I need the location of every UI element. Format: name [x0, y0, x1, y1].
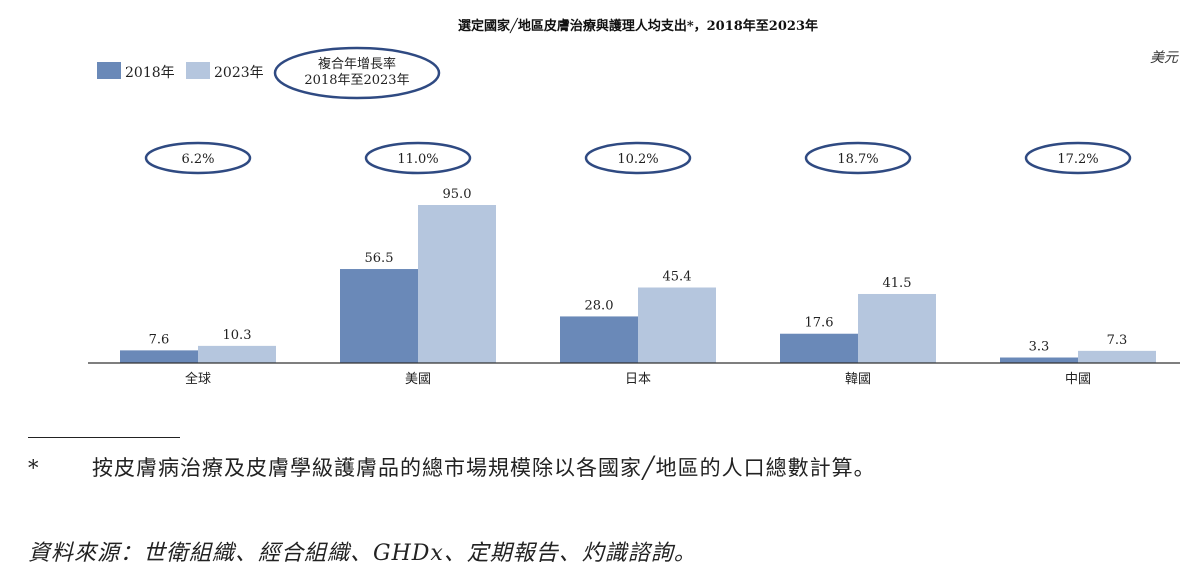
legend-swatch-2023 — [186, 62, 210, 79]
bar-value-label: 95.0 — [443, 187, 472, 202]
cagr-oval — [144, 141, 252, 175]
cagr-oval — [1024, 141, 1132, 175]
bar-value-label: 7.3 — [1107, 333, 1128, 348]
bar-labels: 7.6 10.3 56.5 95.0 28.0 45.4 17.6 41.5 3.3 7.3 — [149, 187, 1128, 355]
cagr-value: 10.2% — [617, 152, 658, 167]
bar-value-label: 28.0 — [585, 298, 614, 313]
bar-2018-5 — [1000, 357, 1078, 363]
bar-value-label: 56.5 — [365, 251, 394, 266]
cagr-oval — [584, 141, 692, 175]
unit-label: 美元 — [1150, 50, 1179, 66]
bar-2018-4 — [780, 333, 858, 363]
bar-value-label: 17.6 — [805, 316, 834, 331]
bar-2023-1 — [198, 345, 276, 363]
cagr-value: 6.2% — [181, 152, 214, 167]
legend-label: 2023年 — [214, 65, 264, 81]
cagr-value: 18.7% — [837, 152, 878, 167]
legend-label: 2018年 — [125, 65, 175, 81]
cagr-value: 17.2% — [1057, 152, 1098, 167]
cagr-row: 6.2% 11.0% 10.2% 18.7% 17.2% — [144, 141, 1132, 175]
footnote-marker: * — [28, 456, 40, 480]
bar-value-label: 7.6 — [149, 332, 170, 347]
legend-swatch-2018 — [97, 62, 121, 79]
bar-2023-2 — [418, 205, 496, 363]
bar-value-label: 45.4 — [663, 269, 692, 284]
legend: 2018年 2023年 — [97, 62, 264, 81]
bar-value-label: 3.3 — [1029, 340, 1050, 355]
chart-title: 選定國家╱地區皮膚治療與護理人均支出*，2018年至2023年 — [458, 17, 818, 34]
bar-2018-2 — [340, 269, 418, 363]
cagr-legend-oval — [273, 46, 441, 100]
bar-value-label: 41.5 — [883, 276, 912, 291]
cagr-oval — [804, 141, 912, 175]
source-note: 資料來源：世衛組織、經合組織、GHDx、定期報告、灼識諮詢。 — [28, 541, 697, 566]
cagr-legend-label: 2018年至2023年 — [304, 73, 409, 88]
bar-2018-1 — [120, 350, 198, 363]
bar-2023-3 — [638, 287, 716, 363]
x-axis-ticks: 全球 美國 日本 韓國 中國 — [185, 371, 1091, 387]
x-tick-label: 中國 — [1065, 372, 1091, 387]
x-tick-label: 日本 — [625, 372, 651, 387]
x-tick-label: 韓國 — [845, 372, 871, 387]
cagr-legend-label: 複合年增長率 — [318, 56, 396, 72]
x-tick-label: 全球 — [185, 371, 211, 387]
cagr-value: 11.0% — [397, 152, 438, 167]
bar-2018-3 — [560, 316, 638, 363]
bar-2023-4 — [858, 293, 936, 363]
bar-value-label: 10.3 — [223, 328, 252, 343]
bars — [120, 205, 1156, 363]
x-tick-label: 美國 — [405, 372, 431, 387]
footnote-text: 按皮膚病治療及皮膚學級護膚品的總市場規模除以各國家╱地區的人口總數計算。 — [92, 456, 876, 480]
footnote: * 按皮膚病治療及皮膚學級護膚品的總市場規模除以各國家╱地區的人口總數計算。 — [28, 452, 876, 482]
bar-2023-5 — [1078, 350, 1156, 363]
footnote-divider — [28, 437, 180, 438]
bar-chart: 選定國家╱地區皮膚治療與護理人均支出*，2018年至2023年 美元 2018年… — [88, 17, 1180, 387]
cagr-oval — [364, 141, 472, 175]
